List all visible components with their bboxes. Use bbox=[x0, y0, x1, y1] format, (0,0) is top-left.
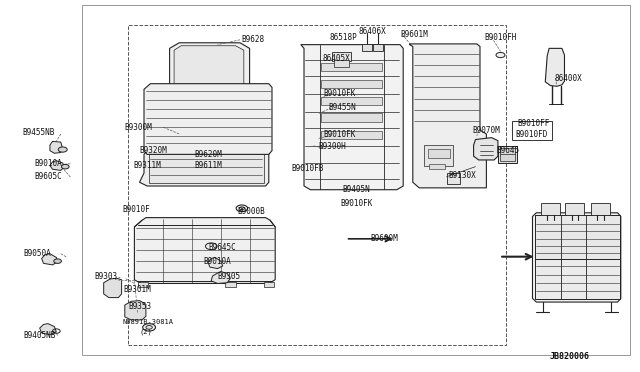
Polygon shape bbox=[40, 324, 56, 335]
Text: B9010A: B9010A bbox=[204, 257, 232, 266]
Text: N0891B-3081A: N0891B-3081A bbox=[123, 319, 174, 325]
Polygon shape bbox=[140, 151, 269, 186]
Bar bbox=[500, 148, 515, 161]
Text: B9303: B9303 bbox=[94, 272, 117, 280]
Bar bbox=[264, 282, 274, 287]
Bar bbox=[428, 149, 450, 158]
Text: B9010FB: B9010FB bbox=[291, 164, 323, 173]
Bar bbox=[82, 5, 630, 355]
Text: 86518P: 86518P bbox=[330, 33, 358, 42]
Circle shape bbox=[54, 259, 61, 263]
Bar bbox=[447, 173, 460, 184]
Text: B9010FK: B9010FK bbox=[324, 89, 356, 98]
Text: B9645: B9645 bbox=[496, 146, 519, 155]
Text: B9010FH: B9010FH bbox=[484, 33, 516, 42]
Polygon shape bbox=[532, 213, 621, 302]
Text: B9645C: B9645C bbox=[209, 243, 237, 252]
Bar bbox=[565, 203, 584, 215]
Text: (2): (2) bbox=[140, 328, 152, 335]
Text: B9353: B9353 bbox=[128, 302, 151, 311]
Text: 86400X: 86400X bbox=[554, 74, 582, 83]
Text: B9455N: B9455N bbox=[328, 103, 356, 112]
Text: B9601M: B9601M bbox=[401, 30, 429, 39]
Bar bbox=[424, 145, 453, 166]
Circle shape bbox=[146, 326, 152, 329]
Text: B9300H: B9300H bbox=[318, 142, 346, 151]
Circle shape bbox=[496, 52, 505, 58]
Text: B9620M: B9620M bbox=[194, 150, 222, 159]
Polygon shape bbox=[170, 43, 250, 112]
Bar bbox=[321, 131, 382, 139]
Bar bbox=[498, 146, 517, 163]
Text: B9010FK: B9010FK bbox=[340, 199, 372, 208]
Text: 86405X: 86405X bbox=[323, 54, 351, 63]
Polygon shape bbox=[208, 257, 223, 269]
Text: B9311M: B9311M bbox=[133, 161, 161, 170]
Polygon shape bbox=[545, 48, 564, 86]
Text: B9010FD: B9010FD bbox=[515, 130, 547, 139]
Text: B9301M: B9301M bbox=[124, 285, 152, 294]
Circle shape bbox=[143, 324, 156, 331]
Text: JB820006: JB820006 bbox=[550, 352, 589, 361]
Bar bbox=[429, 164, 445, 169]
Text: B9010FK: B9010FK bbox=[324, 130, 356, 139]
Text: B9070M: B9070M bbox=[472, 126, 500, 135]
Bar bbox=[373, 44, 383, 51]
Text: B9050A: B9050A bbox=[23, 249, 51, 258]
Text: B9405NB: B9405NB bbox=[24, 331, 56, 340]
Text: B9000B: B9000B bbox=[237, 207, 266, 216]
Circle shape bbox=[58, 147, 67, 152]
Bar bbox=[138, 282, 148, 287]
Circle shape bbox=[236, 205, 248, 212]
Polygon shape bbox=[104, 278, 122, 298]
Polygon shape bbox=[50, 161, 64, 170]
Circle shape bbox=[205, 243, 217, 250]
Bar bbox=[321, 97, 382, 105]
Text: B9305: B9305 bbox=[218, 272, 241, 280]
Bar bbox=[535, 259, 620, 299]
Bar bbox=[128, 25, 506, 345]
Bar bbox=[321, 113, 382, 122]
Text: B9628: B9628 bbox=[241, 35, 264, 44]
Text: B9611M: B9611M bbox=[194, 161, 222, 170]
Text: B9010F: B9010F bbox=[122, 205, 150, 214]
Polygon shape bbox=[50, 141, 63, 153]
Text: B9130X: B9130X bbox=[448, 171, 476, 180]
Text: B9010FF: B9010FF bbox=[517, 119, 549, 128]
Polygon shape bbox=[474, 138, 498, 160]
Polygon shape bbox=[144, 84, 272, 154]
Polygon shape bbox=[211, 272, 230, 283]
Polygon shape bbox=[125, 301, 146, 320]
Bar bbox=[362, 44, 372, 51]
Text: B9455NB: B9455NB bbox=[22, 128, 54, 137]
Polygon shape bbox=[301, 45, 403, 190]
Bar bbox=[591, 203, 610, 215]
Text: 86406X: 86406X bbox=[358, 27, 387, 36]
Bar bbox=[512, 121, 552, 140]
Bar bbox=[535, 215, 620, 259]
Circle shape bbox=[239, 207, 244, 210]
Polygon shape bbox=[134, 218, 275, 283]
Text: B9010A: B9010A bbox=[34, 159, 62, 168]
Bar bbox=[321, 63, 382, 71]
Bar bbox=[541, 203, 560, 215]
Bar bbox=[334, 60, 349, 67]
Bar bbox=[321, 80, 382, 88]
Polygon shape bbox=[42, 254, 58, 265]
Text: B9320M: B9320M bbox=[140, 146, 168, 155]
Circle shape bbox=[61, 164, 69, 169]
Polygon shape bbox=[410, 44, 486, 188]
Bar bbox=[149, 153, 264, 183]
Polygon shape bbox=[174, 46, 244, 107]
Text: B9600M: B9600M bbox=[370, 234, 398, 243]
Bar bbox=[332, 52, 351, 61]
Bar bbox=[225, 282, 236, 287]
Text: B9405N: B9405N bbox=[342, 185, 371, 194]
Text: B9605C: B9605C bbox=[34, 172, 62, 181]
Text: B9300M: B9300M bbox=[124, 123, 152, 132]
